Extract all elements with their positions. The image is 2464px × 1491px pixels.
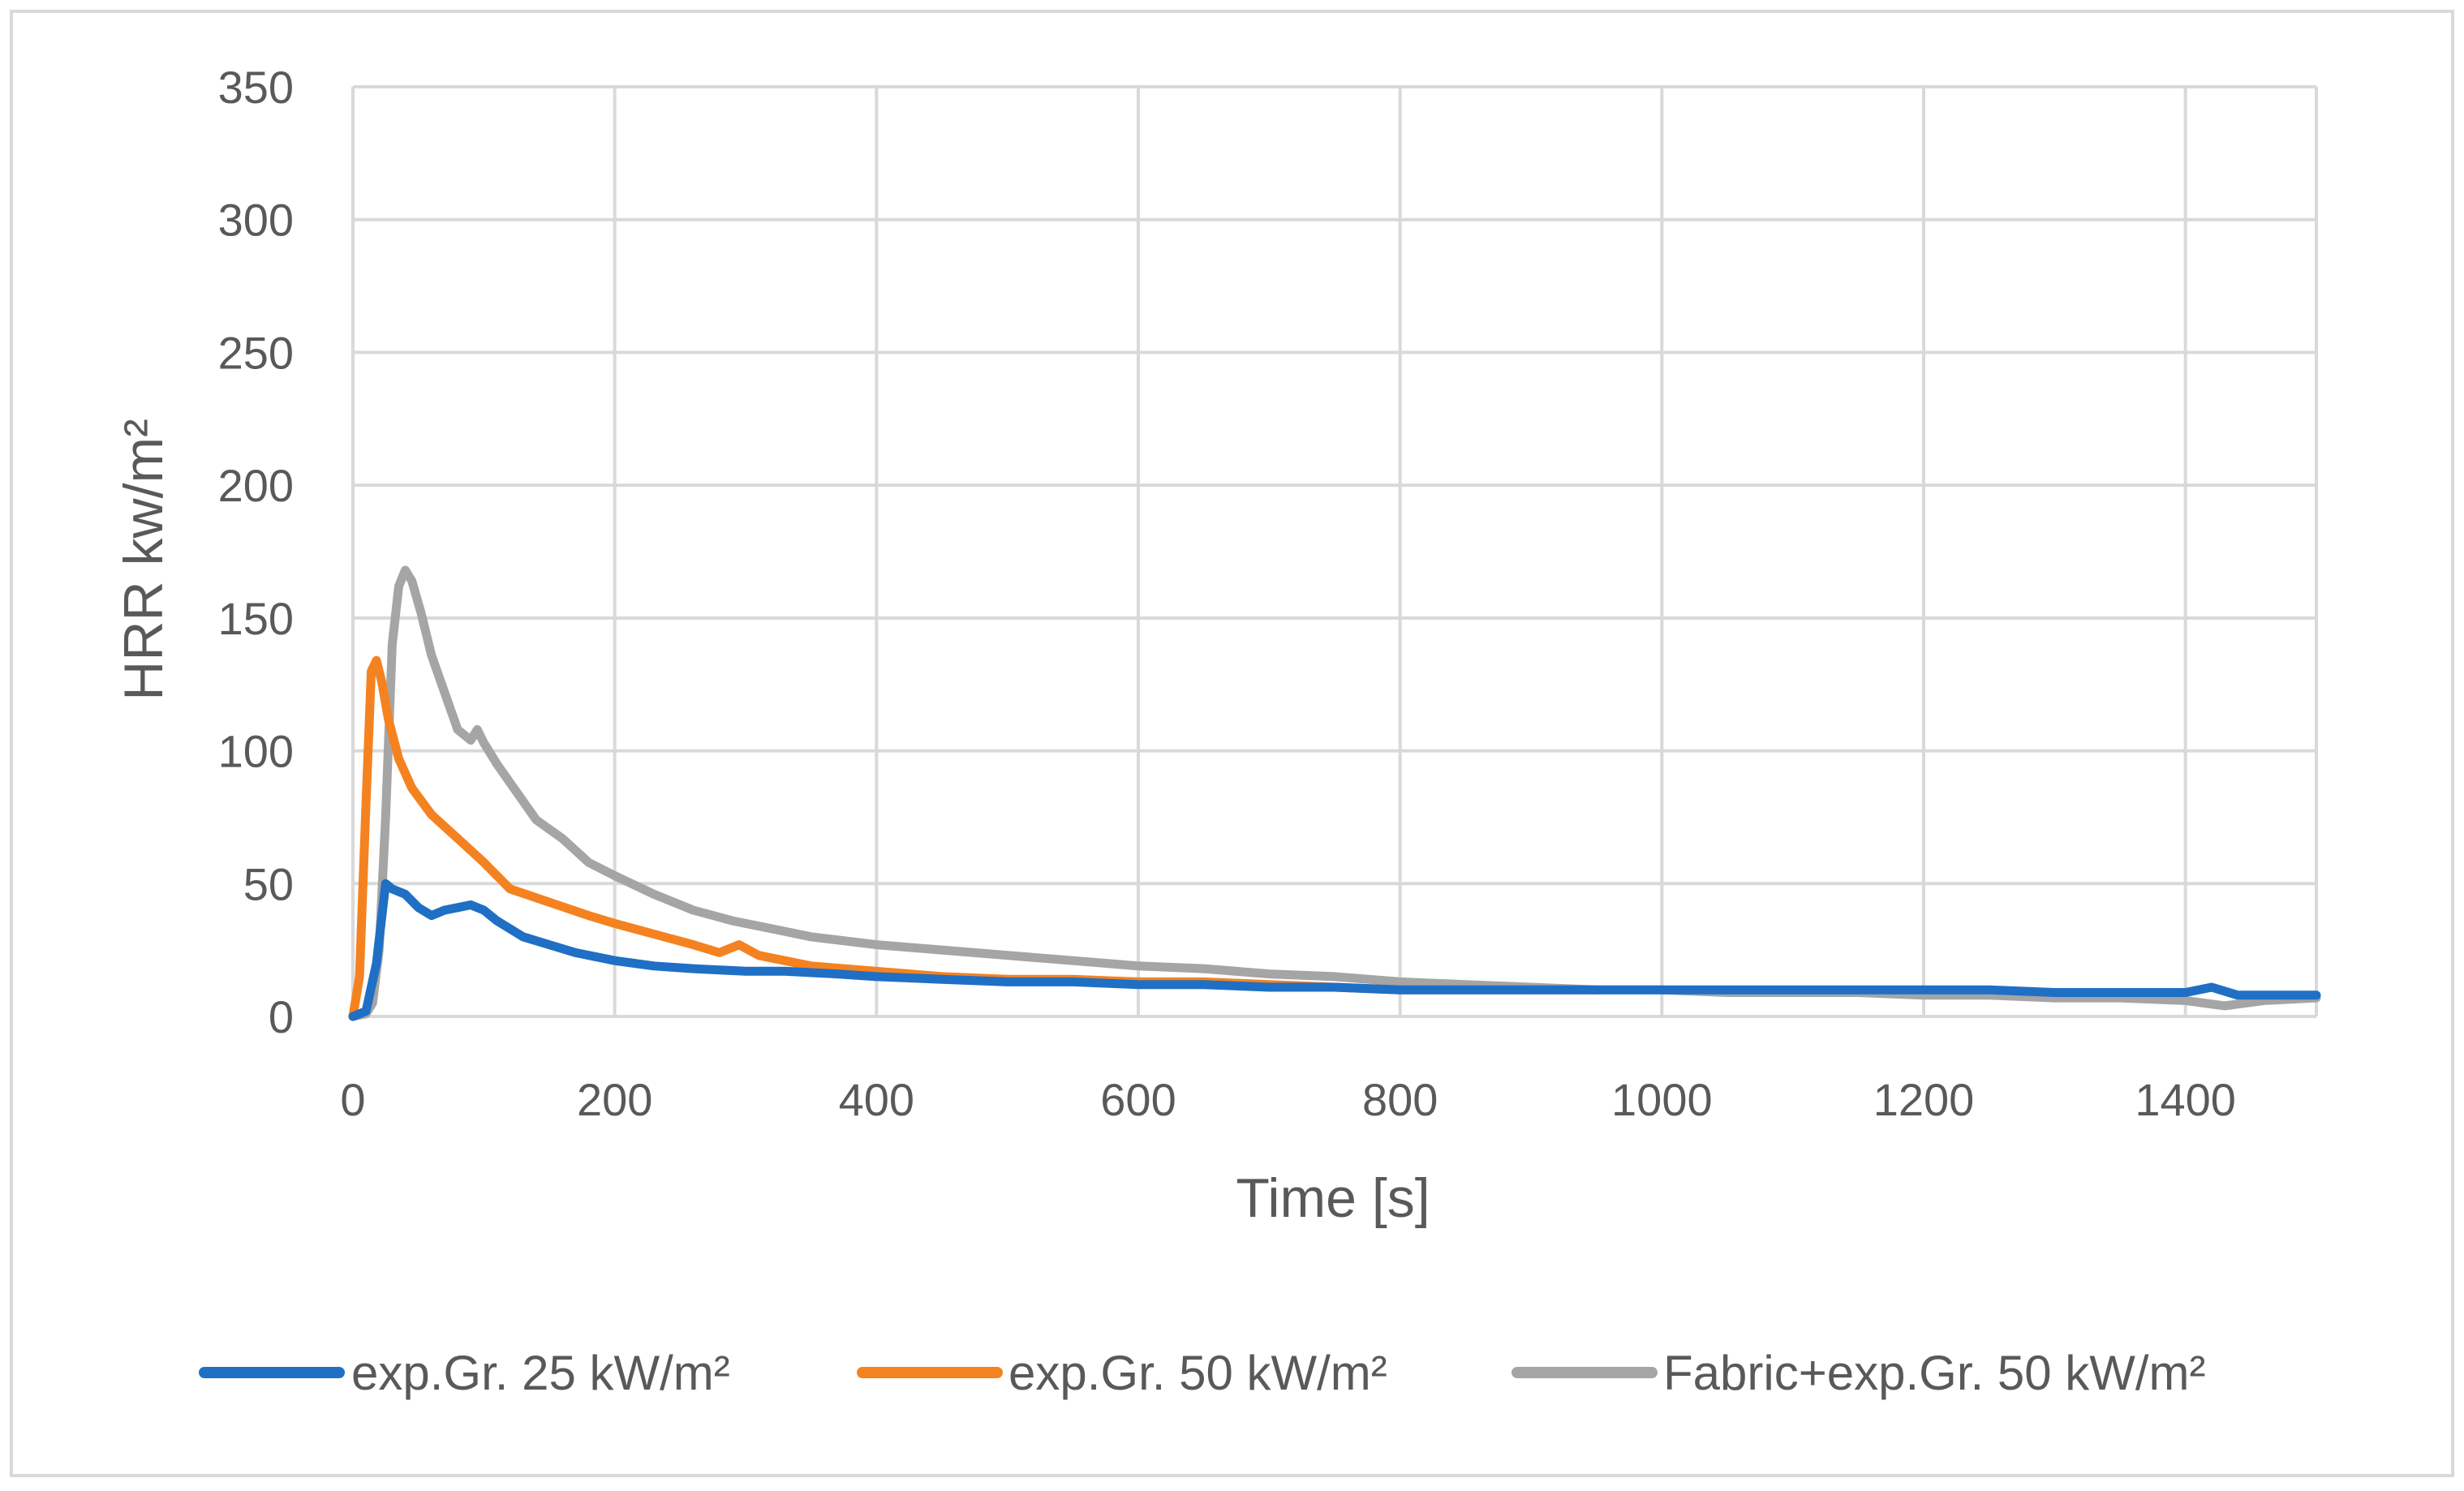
- x-tick-label: 800: [1362, 1074, 1438, 1125]
- x-tick-label: 400: [839, 1074, 914, 1125]
- x-tick-labels: 0 200 400 600 800 1000 1200 1400: [340, 1074, 2236, 1125]
- x-axis-title: Time [s]: [1236, 1167, 1430, 1229]
- y-tick-label: 100: [218, 726, 294, 777]
- x-tick-label: 200: [577, 1074, 652, 1125]
- x-tick-label: 1400: [2135, 1074, 2236, 1125]
- legend-label-fabric-exp-gr-50: Fabric+exp.Gr. 50 kW/m²: [1663, 1346, 2206, 1400]
- y-axis-title: HRR kw/m²: [113, 419, 174, 701]
- y-tick-labels: 0 50 100 150 200 250 300 350: [218, 62, 294, 1042]
- x-tick-label: 1200: [1873, 1074, 1975, 1125]
- legend-label-exp-gr-25: exp.Gr. 25 kW/m²: [351, 1346, 730, 1400]
- y-tick-label: 200: [218, 460, 294, 511]
- x-tick-label: 1000: [1611, 1074, 1713, 1125]
- x-tick-label: 0: [340, 1074, 365, 1125]
- series-lines: [348, 565, 2321, 1021]
- gridlines: [351, 85, 2318, 1018]
- legend: exp.Gr. 25 kW/m² exp.Gr. 50 kW/m² Fabric…: [199, 1346, 2206, 1400]
- y-tick-label: 150: [218, 593, 294, 644]
- series-line-exp-gr-25: [348, 879, 2321, 1021]
- x-tick-label: 600: [1100, 1074, 1176, 1125]
- y-tick-label: 0: [269, 991, 294, 1042]
- y-tick-label: 350: [218, 62, 294, 113]
- legend-label-exp-gr-50: exp.Gr. 50 kW/m²: [1008, 1346, 1387, 1400]
- chart-border: [10, 10, 2454, 1477]
- y-tick-label: 50: [243, 858, 294, 909]
- y-tick-label: 300: [218, 195, 294, 246]
- y-tick-label: 250: [218, 327, 294, 378]
